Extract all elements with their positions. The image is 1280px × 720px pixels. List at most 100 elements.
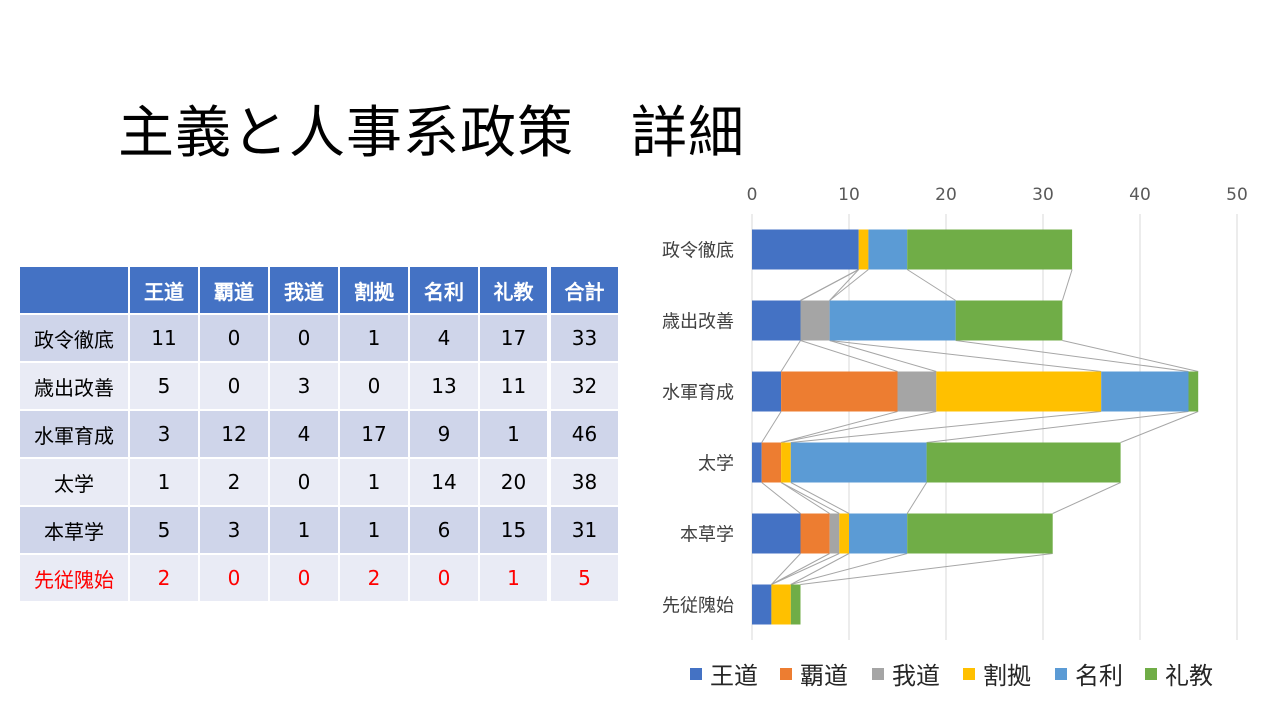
row-label: 太学	[18, 457, 130, 507]
x-tick-label: 20	[935, 185, 957, 205]
bar-segment	[1188, 371, 1199, 412]
series-connector-line	[780, 411, 898, 443]
series-connector-line	[761, 482, 801, 514]
table-cell: 0	[198, 313, 270, 363]
row-total: 32	[547, 361, 620, 411]
legend-label: 名利	[1075, 662, 1123, 690]
series-connector-line	[906, 482, 928, 514]
table-cell: 3	[268, 361, 340, 411]
legend-swatch	[780, 668, 792, 680]
row-label: 政令徹底	[18, 313, 130, 363]
table-cell: 5	[128, 505, 200, 555]
table-cell: 13	[408, 361, 480, 411]
table-cell: 1	[128, 457, 200, 507]
bar-segment	[858, 229, 869, 270]
series-connector-line	[780, 340, 801, 372]
series-connector-line	[771, 553, 840, 585]
legend-label: 礼教	[1165, 662, 1213, 690]
bar-segment	[1101, 371, 1189, 412]
table-cell: 14	[408, 457, 480, 507]
category-label: 太学	[698, 454, 734, 475]
table-cell: 0	[268, 457, 340, 507]
table-row: 政令徹底 11 0 0 1 4 17 33	[18, 313, 620, 363]
bar-segment	[936, 371, 1102, 412]
x-tick-label: 40	[1129, 185, 1151, 205]
table-cell: 1	[478, 553, 550, 603]
table-header-row: 王道 覇道 我道 割拠 名利 礼教 合計	[18, 265, 620, 315]
bar-segment	[781, 371, 898, 412]
bar-segment	[839, 513, 849, 554]
series-connector-line	[829, 340, 937, 372]
table-header-corner	[18, 265, 130, 315]
category-label: 水軍育成	[662, 383, 734, 404]
series-connector-line	[906, 269, 956, 301]
table-header-cell: 名利	[408, 265, 480, 315]
x-tick-label: 30	[1032, 185, 1054, 205]
table-row: 歳出改善 5 0 3 0 13 11 32	[18, 361, 620, 411]
legend-label: 王道	[710, 662, 758, 690]
table-header-cell: 礼教	[478, 265, 550, 315]
series-connector-line	[800, 340, 898, 372]
bar-segment	[926, 442, 1121, 483]
table-cell: 1	[478, 409, 550, 459]
bar-segment	[907, 513, 1053, 554]
table-header-cell: 割拠	[338, 265, 410, 315]
legend-swatch	[872, 668, 884, 680]
row-label: 水軍育成	[18, 409, 130, 459]
table-row: 太学 1 2 0 1 14 20 38	[18, 457, 620, 507]
table-cell: 17	[338, 409, 410, 459]
table-cell: 3	[198, 505, 270, 555]
table-cell: 3	[128, 409, 200, 459]
table-cell: 17	[478, 313, 550, 363]
bar-segment	[897, 371, 937, 412]
legend-swatch	[963, 668, 975, 680]
table-row: 本草学 5 3 1 1 6 15 31	[18, 505, 620, 555]
table-cell: 4	[268, 409, 340, 459]
table-cell: 1	[338, 313, 410, 363]
bar-segment	[829, 513, 840, 554]
category-label: 政令徹底	[662, 241, 734, 262]
table-cell: 12	[198, 409, 270, 459]
table-cell: 1	[338, 457, 410, 507]
table-cell: 20	[478, 457, 550, 507]
series-connector-line	[790, 482, 850, 514]
legend-label: 覇道	[800, 662, 848, 690]
legend-swatch	[1055, 668, 1067, 680]
table-cell: 0	[408, 553, 480, 603]
bar-segment	[752, 584, 772, 625]
legend-swatch	[1145, 668, 1157, 680]
bar-segment	[752, 300, 801, 341]
data-table: 王道 覇道 我道 割拠 名利 礼教 合計 政令徹底 11 0 0 1 4 17 33 歳出改善 5…	[18, 265, 620, 603]
bar-segment	[771, 584, 791, 625]
legend-label: 我道	[892, 662, 940, 690]
table-cell: 11	[128, 313, 200, 363]
bar-segment	[849, 513, 908, 554]
bar-segment	[781, 442, 791, 483]
table-row: 先従隗始 2 0 0 2 0 1 5	[18, 553, 620, 603]
row-total: 5	[547, 553, 620, 603]
bar-segment	[868, 229, 908, 270]
series-connector-line	[1062, 340, 1199, 372]
table-cell: 15	[478, 505, 550, 555]
series-connector-line	[926, 411, 1189, 443]
series-connector-line	[800, 269, 859, 301]
bar-segment	[790, 584, 801, 625]
bar-segment	[752, 229, 859, 270]
row-label: 先従隗始	[18, 553, 130, 603]
row-total: 46	[547, 409, 620, 459]
bar-segment	[955, 300, 1063, 341]
row-label: 歳出改善	[18, 361, 130, 411]
slide-title: 主義と人事系政策 詳細	[118, 101, 745, 166]
table-cell: 0	[198, 553, 270, 603]
table-cell: 4	[408, 313, 480, 363]
table-cell: 1	[338, 505, 410, 555]
series-connector-line	[1120, 411, 1199, 443]
legend-swatch	[690, 668, 702, 680]
bar-segment	[829, 300, 956, 341]
bar-segment	[790, 442, 927, 483]
bar-segment	[800, 513, 830, 554]
table-cell: 0	[198, 361, 270, 411]
bar-segment	[752, 371, 782, 412]
table-cell: 2	[128, 553, 200, 603]
